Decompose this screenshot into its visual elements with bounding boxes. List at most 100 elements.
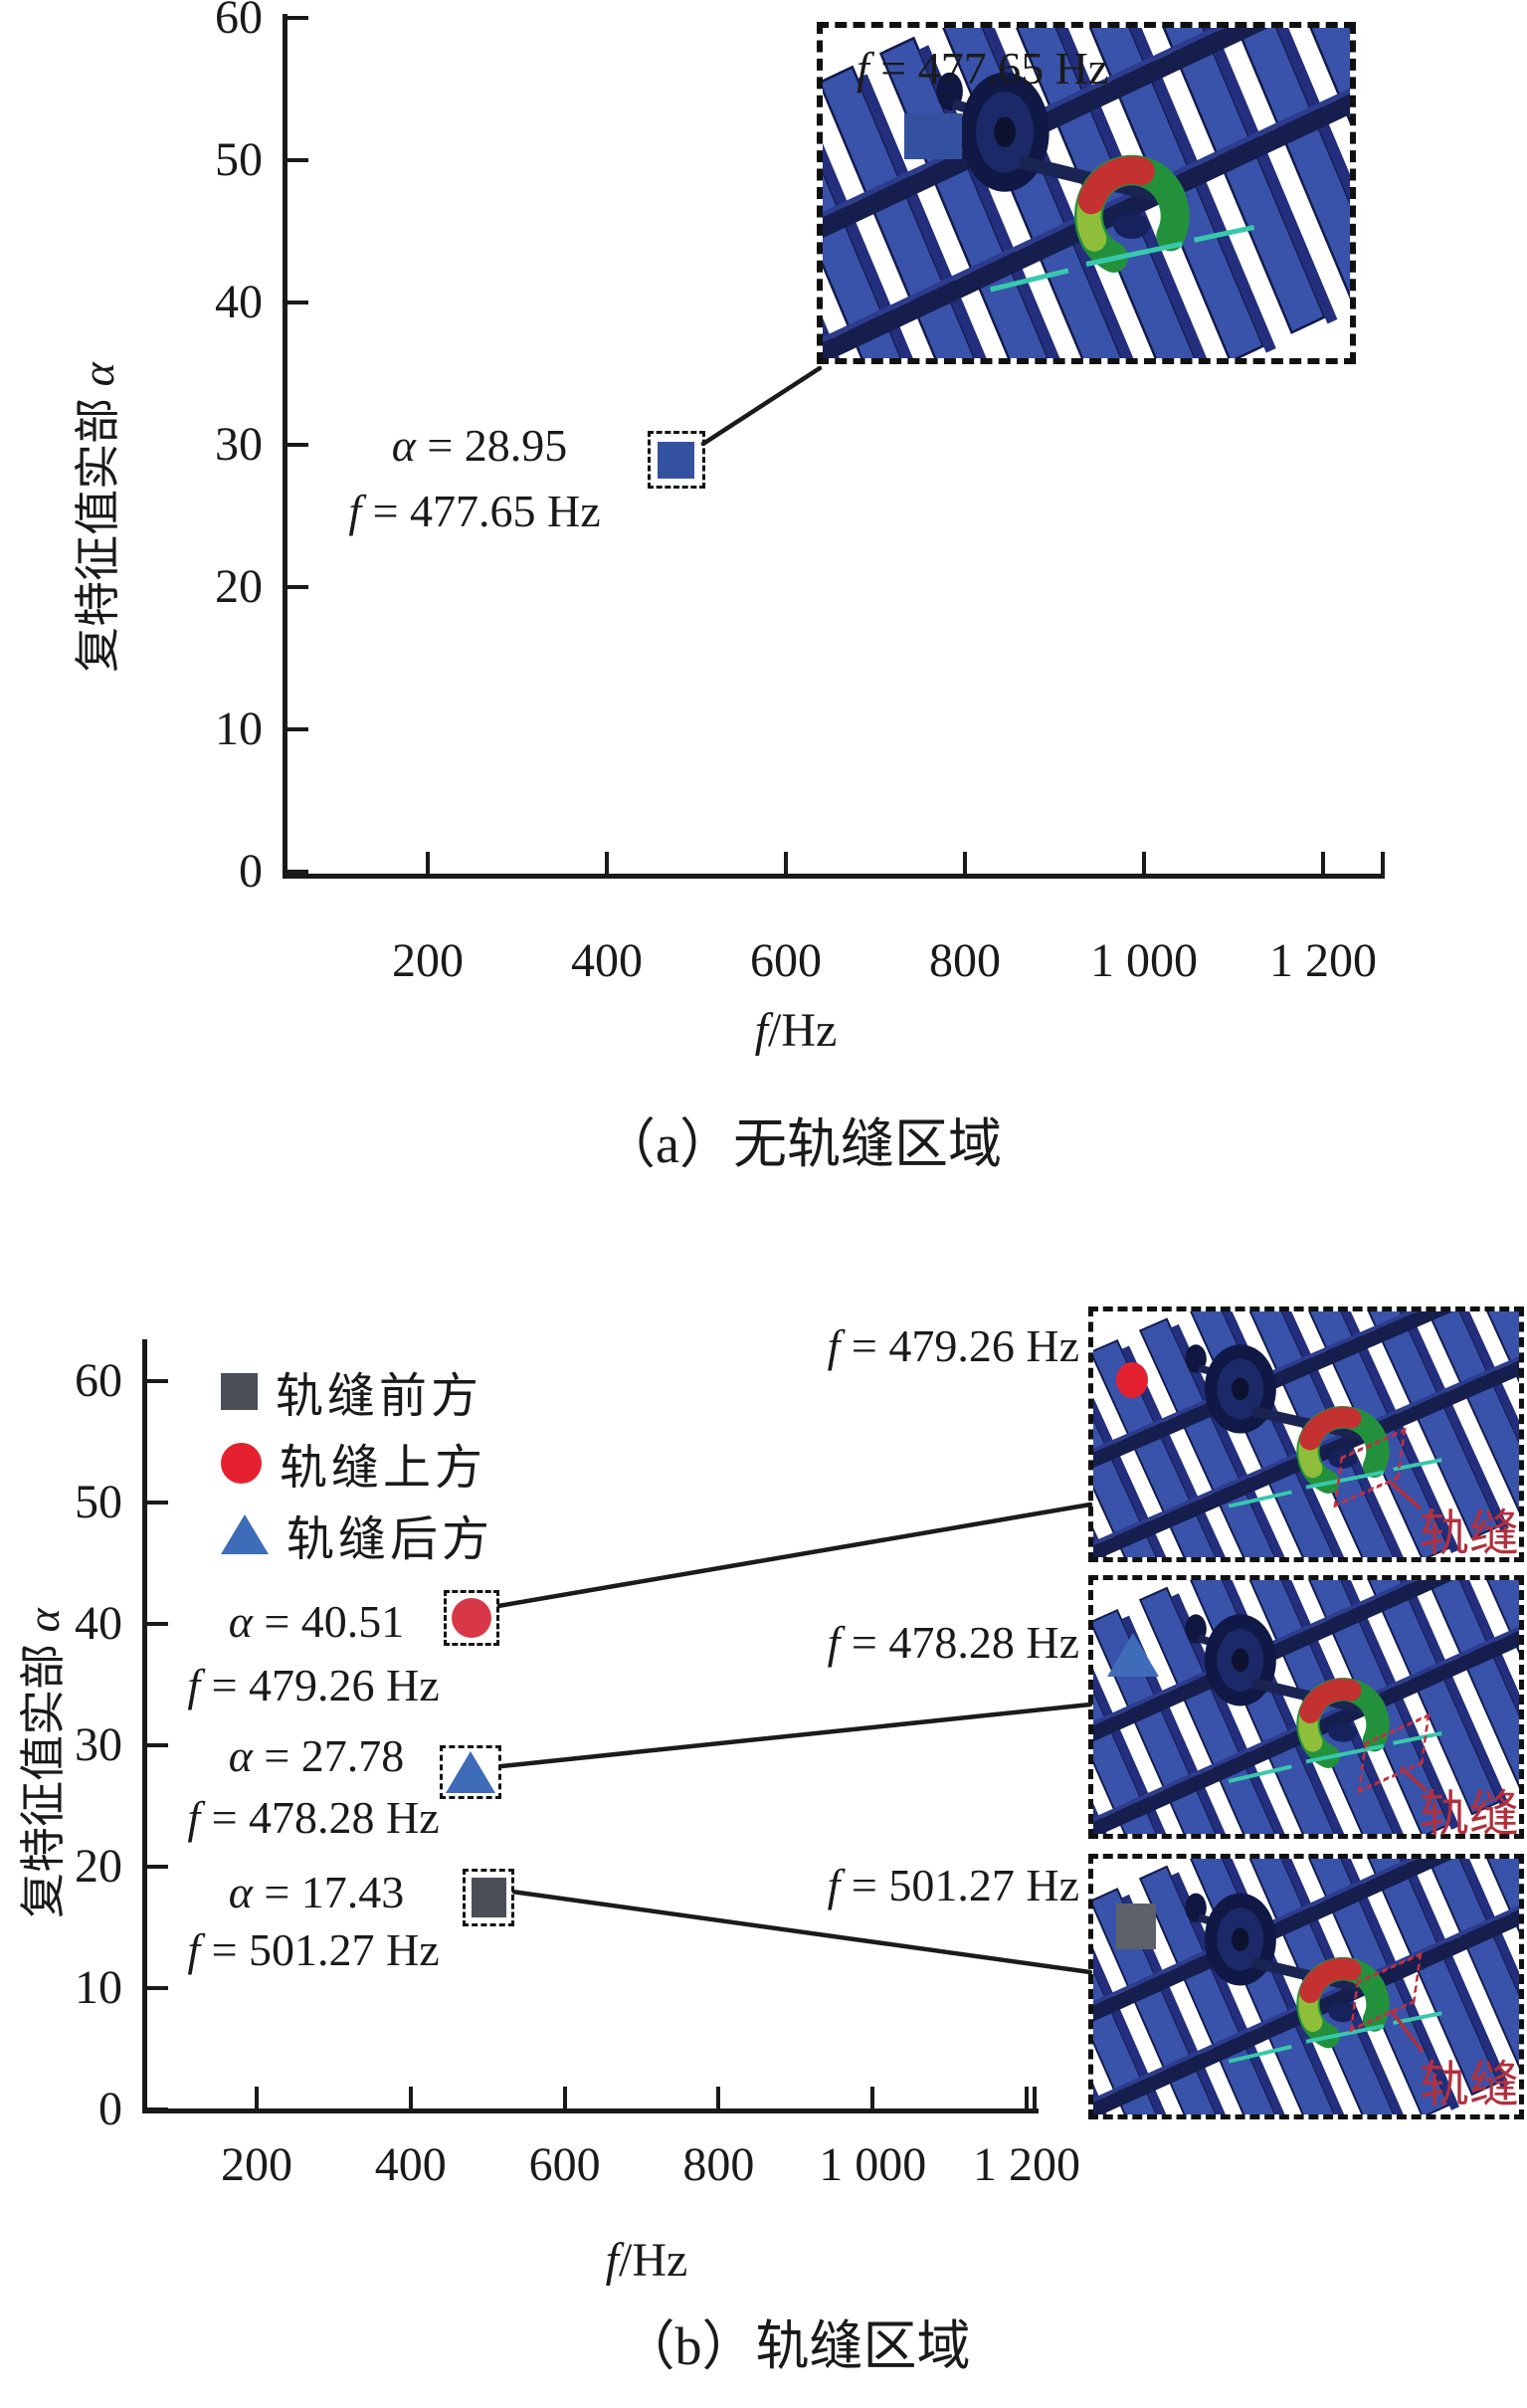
triangle-marker-icon — [446, 1751, 496, 1794]
square-marker-icon — [658, 441, 695, 479]
f-symbol: f — [857, 43, 869, 94]
caption-b: （b）轨缝区域 — [621, 2316, 971, 2376]
legend-label: 轨缝后方 — [286, 1513, 494, 1566]
x-tick — [1321, 852, 1325, 874]
leader-line-a — [700, 365, 823, 447]
freq-value: = 479.26 Hz — [200, 1660, 440, 1710]
circle-marker-icon — [452, 1597, 492, 1638]
annotation-freq-b1: f = 479.26 Hz — [95, 1658, 532, 1713]
square-marker-icon — [471, 1878, 506, 1918]
y-tick-label: 60 — [215, 0, 263, 44]
x-tick — [870, 2087, 875, 2108]
y-tick-label: 0 — [239, 845, 263, 898]
square-marker-icon — [221, 1372, 258, 1410]
x-tick — [562, 2087, 567, 2108]
x-tick-label: 1 200 — [973, 2138, 1080, 2191]
f-symbol: f — [827, 1320, 841, 1371]
y-tick-label: 20 — [215, 560, 263, 613]
alpha-symbol: α — [228, 1730, 253, 1781]
annotation-alpha-b1: α = 40.51 — [117, 1594, 515, 1650]
y-tick-label: 0 — [98, 2083, 122, 2135]
x-axis-line-b — [142, 2108, 1039, 2113]
inset-frequency-label-b3: f = 501.27 Hz — [681, 1859, 1079, 1912]
freq-value: = 477.65 Hz — [868, 43, 1109, 94]
joint-tag-label: 轨缝 — [1420, 1505, 1519, 1561]
x-tick-label: 600 — [750, 934, 822, 987]
f-symbol: f — [187, 1792, 201, 1843]
y-tick — [146, 1865, 168, 1869]
freq-value: = 478.28 Hz — [200, 1792, 440, 1843]
square-marker-icon — [904, 113, 962, 159]
f-symbol: f — [187, 1924, 201, 1975]
joint-tag-label: 轨缝 — [1420, 1786, 1519, 1842]
x-axis-unit: /Hz — [768, 1004, 838, 1057]
y-tick — [286, 158, 308, 162]
y-tick-label: 10 — [75, 1961, 122, 2014]
leader-line-b2 — [498, 1702, 1093, 1769]
x-axis-line-a — [283, 874, 1385, 879]
circle-marker-icon — [1116, 1362, 1148, 1398]
x-tick-label: 400 — [374, 2138, 447, 2191]
triangle-marker-icon — [1107, 1633, 1159, 1677]
legend-item-above-joint: 轨缝上方 — [221, 1427, 493, 1499]
f-symbol: f — [827, 1860, 841, 1910]
f-symbol: f — [827, 1617, 841, 1668]
x-tick — [1142, 852, 1146, 874]
inset-frequency-label-b1: f = 479.26 Hz — [681, 1319, 1079, 1373]
annotation-freq-a: f = 477.65 Hz — [256, 484, 693, 539]
triangle-marker-icon — [221, 1514, 269, 1554]
y-tick-label: 30 — [75, 1718, 122, 1771]
x-axis-end-tick-a — [1381, 852, 1385, 874]
y-tick — [286, 16, 308, 20]
x-axis-end-tick-b — [1033, 2087, 1037, 2108]
y-tick — [286, 585, 308, 589]
annotation-freq-b2: f = 478.28 Hz — [95, 1790, 532, 1846]
y-axis-line-b — [142, 1339, 147, 2113]
freq-value: = 477.65 Hz — [361, 486, 601, 536]
data-point-no-joint — [647, 431, 705, 489]
annotation-freq-b3: f = 501.27 Hz — [95, 1922, 532, 1978]
alpha-symbol: α — [228, 1867, 253, 1917]
x-tick — [1025, 2087, 1029, 2108]
y-axis-line-a — [283, 14, 287, 879]
x-tick-label: 1 000 — [1090, 934, 1198, 987]
f-symbol: f — [754, 1004, 769, 1057]
inset-frequency-label-b2: f = 478.28 Hz — [681, 1616, 1079, 1670]
x-tick-label: 200 — [392, 934, 464, 987]
y-tick-label: 50 — [215, 133, 263, 186]
x-tick-label: 200 — [221, 2138, 292, 2191]
annotation-alpha-b3: α = 17.43 — [117, 1865, 515, 1920]
caption-a: （a）无轨缝区域 — [602, 1114, 1002, 1174]
x-tick — [408, 2087, 413, 2108]
legend-label: 轨缝前方 — [276, 1370, 483, 1423]
legend-item-front-of-joint: 轨缝前方 — [221, 1355, 493, 1427]
data-point-behind-joint — [440, 1745, 502, 1800]
alpha-symbol: α — [391, 420, 416, 471]
x-tick-label: 1 200 — [1269, 934, 1377, 987]
alpha-value: = 40.51 — [252, 1596, 405, 1647]
y-tick-label: 10 — [215, 702, 263, 755]
data-point-front-of-joint — [463, 1869, 515, 1927]
inset-frequency-label-a: f = 477.65 Hz — [857, 42, 1108, 96]
alpha-symbol: α — [73, 362, 123, 387]
x-tick — [716, 2087, 721, 2108]
x-tick — [605, 852, 609, 874]
y-tick-label: 40 — [75, 1597, 122, 1650]
x-tick-label: 800 — [682, 2138, 755, 2191]
inset-mode-shape-behind-joint: 轨缝 — [1088, 1575, 1524, 1842]
y-tick — [146, 1622, 168, 1626]
y-tick — [146, 2107, 168, 2111]
freq-value: = 479.26 Hz — [840, 1320, 1079, 1371]
f-symbol: f — [605, 2234, 620, 2287]
freq-value: = 478.28 Hz — [840, 1617, 1079, 1668]
x-tick-label: 1 000 — [819, 2138, 927, 2191]
alpha-value: = 28.95 — [415, 420, 568, 471]
y-tick-label: 20 — [75, 1840, 122, 1893]
x-tick — [255, 2087, 259, 2108]
x-tick-label: 600 — [528, 2138, 601, 2191]
legend-item-behind-joint: 轨缝后方 — [221, 1499, 493, 1570]
freq-value: = 501.27 Hz — [840, 1860, 1079, 1910]
y-tick — [286, 727, 308, 731]
alpha-value: = 27.78 — [252, 1730, 405, 1781]
